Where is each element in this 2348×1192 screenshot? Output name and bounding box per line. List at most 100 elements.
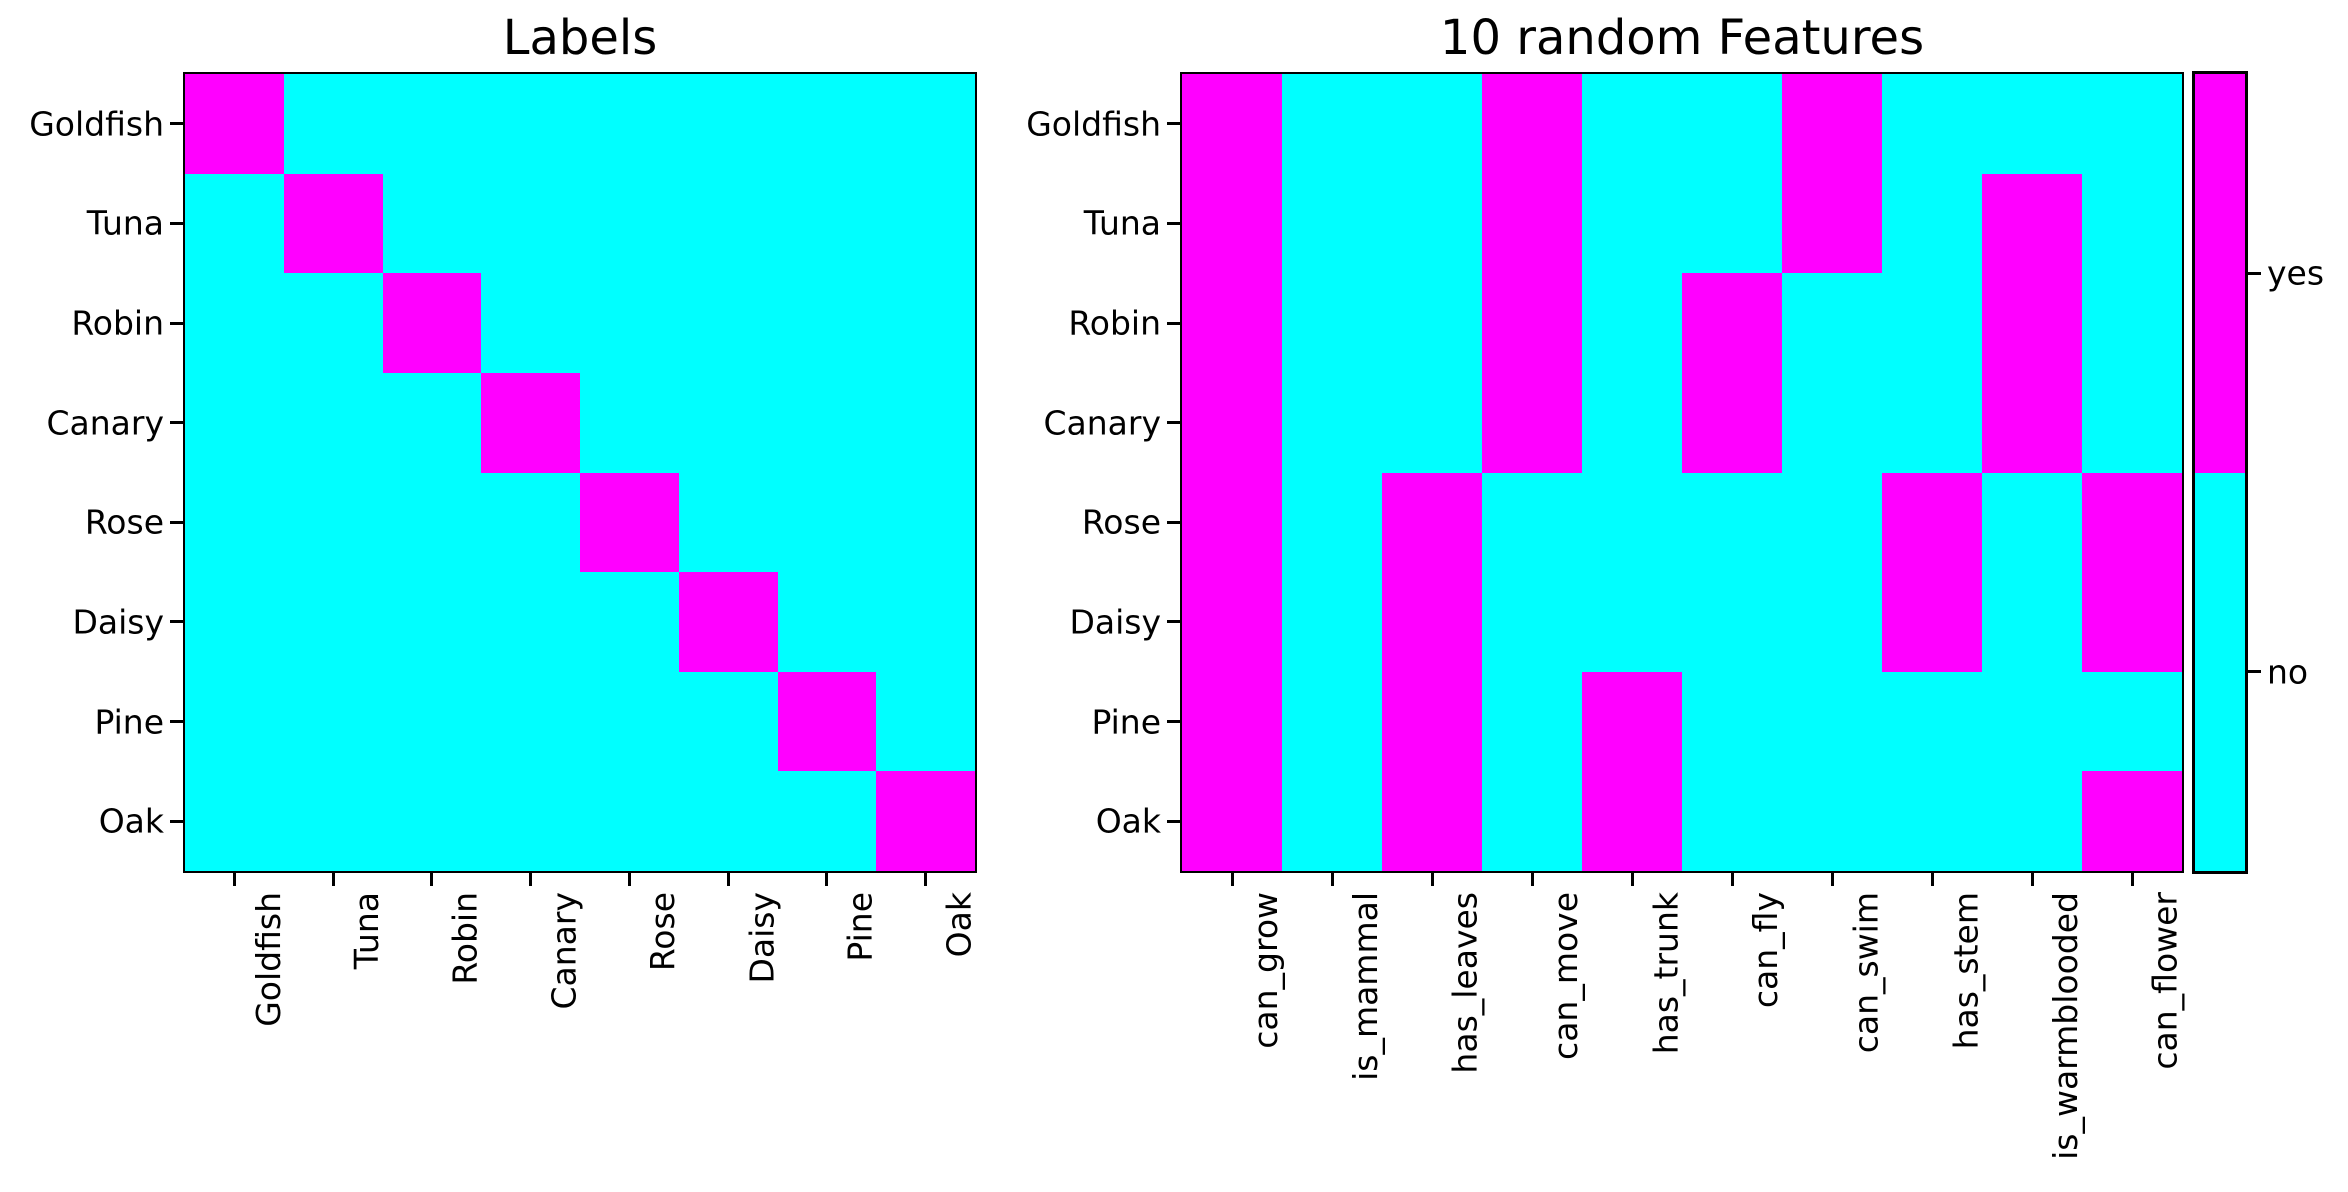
heatmap-cell — [185, 472, 284, 573]
heatmap-cell — [1382, 173, 1482, 274]
colorbar-no-segment — [2195, 472, 2245, 871]
heatmap-cell — [382, 372, 482, 473]
y-tick-label-tuna: Tuna — [86, 203, 164, 243]
heatmap-cell — [777, 572, 877, 672]
heatmap-cell — [678, 472, 778, 573]
heatmap-cell — [1682, 273, 1782, 373]
heatmap-cell — [1482, 671, 1582, 772]
y-tick-mark — [1167, 520, 1180, 524]
heatmap-cell — [876, 74, 975, 174]
y-tick-label-oak: Oak — [98, 801, 164, 841]
heatmap-cell — [1182, 572, 1282, 672]
heatmap-cell — [1982, 173, 2082, 274]
heatmap-cell — [1182, 472, 1282, 573]
heatmap-cell — [777, 74, 877, 174]
heatmap-cell — [2082, 771, 2182, 871]
heatmap-cell — [1382, 372, 1482, 473]
heatmap-cell — [1182, 74, 1282, 174]
heatmap-cell — [1182, 273, 1282, 373]
x-tick-label-can_fly: can_fly — [1746, 892, 1785, 1009]
x-tick-mark — [627, 873, 631, 886]
heatmap-cell — [1782, 273, 1882, 373]
x-tick-label-has_leaves: has_leaves — [1446, 892, 1485, 1074]
heatmap-cell — [283, 173, 383, 274]
heatmap-cell — [1882, 273, 1982, 373]
heatmap-cell — [580, 74, 679, 174]
x-tick-mark — [232, 873, 236, 886]
heatmap-cell — [1582, 572, 1682, 672]
y-tick-mark — [1167, 321, 1180, 325]
heatmap-cell — [1382, 771, 1482, 871]
heatmap-cell — [1182, 671, 1282, 772]
heatmap-cell — [1982, 273, 2082, 373]
heatmap-cell — [1482, 572, 1582, 672]
x-tick-mark — [825, 873, 829, 886]
x-tick-mark — [2130, 873, 2134, 886]
heatmap-cell — [876, 173, 975, 274]
heatmap-cell — [283, 273, 383, 373]
heatmap-cell — [1582, 273, 1682, 373]
x-tick-label-canary: Canary — [544, 892, 584, 1010]
heatmap-cell — [1582, 671, 1682, 772]
heatmap-cell — [1182, 771, 1282, 871]
heatmap-cell — [481, 372, 580, 473]
labels-heatmap — [183, 72, 977, 873]
y-tick-label-pine: Pine — [94, 702, 164, 742]
heatmap-cell — [283, 74, 383, 174]
heatmap-cell — [678, 671, 778, 772]
y-tick-mark — [1167, 720, 1180, 724]
heatmap-cell — [1182, 173, 1282, 274]
heatmap-cell — [580, 273, 679, 373]
heatmap-cell — [876, 372, 975, 473]
heatmap-cell — [382, 572, 482, 672]
y-tick-label-robin: Robin — [1068, 303, 1161, 343]
heatmap-cell — [1482, 273, 1582, 373]
heatmap-cell — [1382, 572, 1482, 672]
x-tick-label-has_trunk: has_trunk — [1646, 892, 1685, 1055]
heatmap-cell — [2082, 472, 2182, 573]
y-tick-mark — [1167, 421, 1180, 425]
heatmap-cell — [1382, 273, 1482, 373]
y-tick-label-oak: Oak — [1095, 801, 1161, 841]
features-heatmap — [1180, 72, 2184, 873]
heatmap-cell — [283, 572, 383, 672]
heatmap-cell — [876, 273, 975, 373]
heatmap-cell — [185, 372, 284, 473]
heatmap-cell — [1982, 472, 2082, 573]
heatmap-cell — [2082, 273, 2182, 373]
y-tick-mark — [1167, 122, 1180, 126]
heatmap-cell — [1982, 372, 2082, 473]
heatmap-cell — [777, 472, 877, 573]
heatmap-cell — [1982, 74, 2082, 174]
x-tick-mark — [529, 873, 533, 886]
left-plot-title: Labels — [502, 10, 658, 66]
heatmap-cell — [1582, 372, 1682, 473]
heatmap-cell — [876, 572, 975, 672]
heatmap-cell — [1182, 372, 1282, 473]
heatmap-cell — [1882, 472, 1982, 573]
heatmap-cell — [1982, 572, 2082, 672]
heatmap-cell — [678, 372, 778, 473]
colorbar-tick-label-yes: yes — [2267, 253, 2325, 293]
heatmap-cell — [481, 671, 580, 772]
x-tick-label-can_swim: can_swim — [1846, 892, 1885, 1054]
x-tick-mark — [1530, 873, 1534, 886]
x-tick-mark — [1730, 873, 1734, 886]
heatmap-cell — [481, 273, 580, 373]
heatmap-cell — [777, 671, 877, 772]
heatmap-cell — [1782, 771, 1882, 871]
heatmap-cell — [1282, 572, 1382, 672]
x-tick-mark — [2030, 873, 2034, 886]
heatmap-cell — [382, 273, 482, 373]
heatmap-cell — [1682, 74, 1782, 174]
x-tick-mark — [1430, 873, 1434, 886]
y-tick-mark — [1167, 620, 1180, 624]
heatmap-cell — [678, 74, 778, 174]
x-tick-mark — [1830, 873, 1834, 886]
x-tick-label-robin: Robin — [445, 892, 485, 985]
x-tick-mark — [924, 873, 928, 886]
heatmap-cell — [185, 572, 284, 672]
heatmap-cell — [580, 572, 679, 672]
y-tick-mark — [170, 620, 183, 624]
y-tick-label-canary: Canary — [46, 403, 165, 443]
